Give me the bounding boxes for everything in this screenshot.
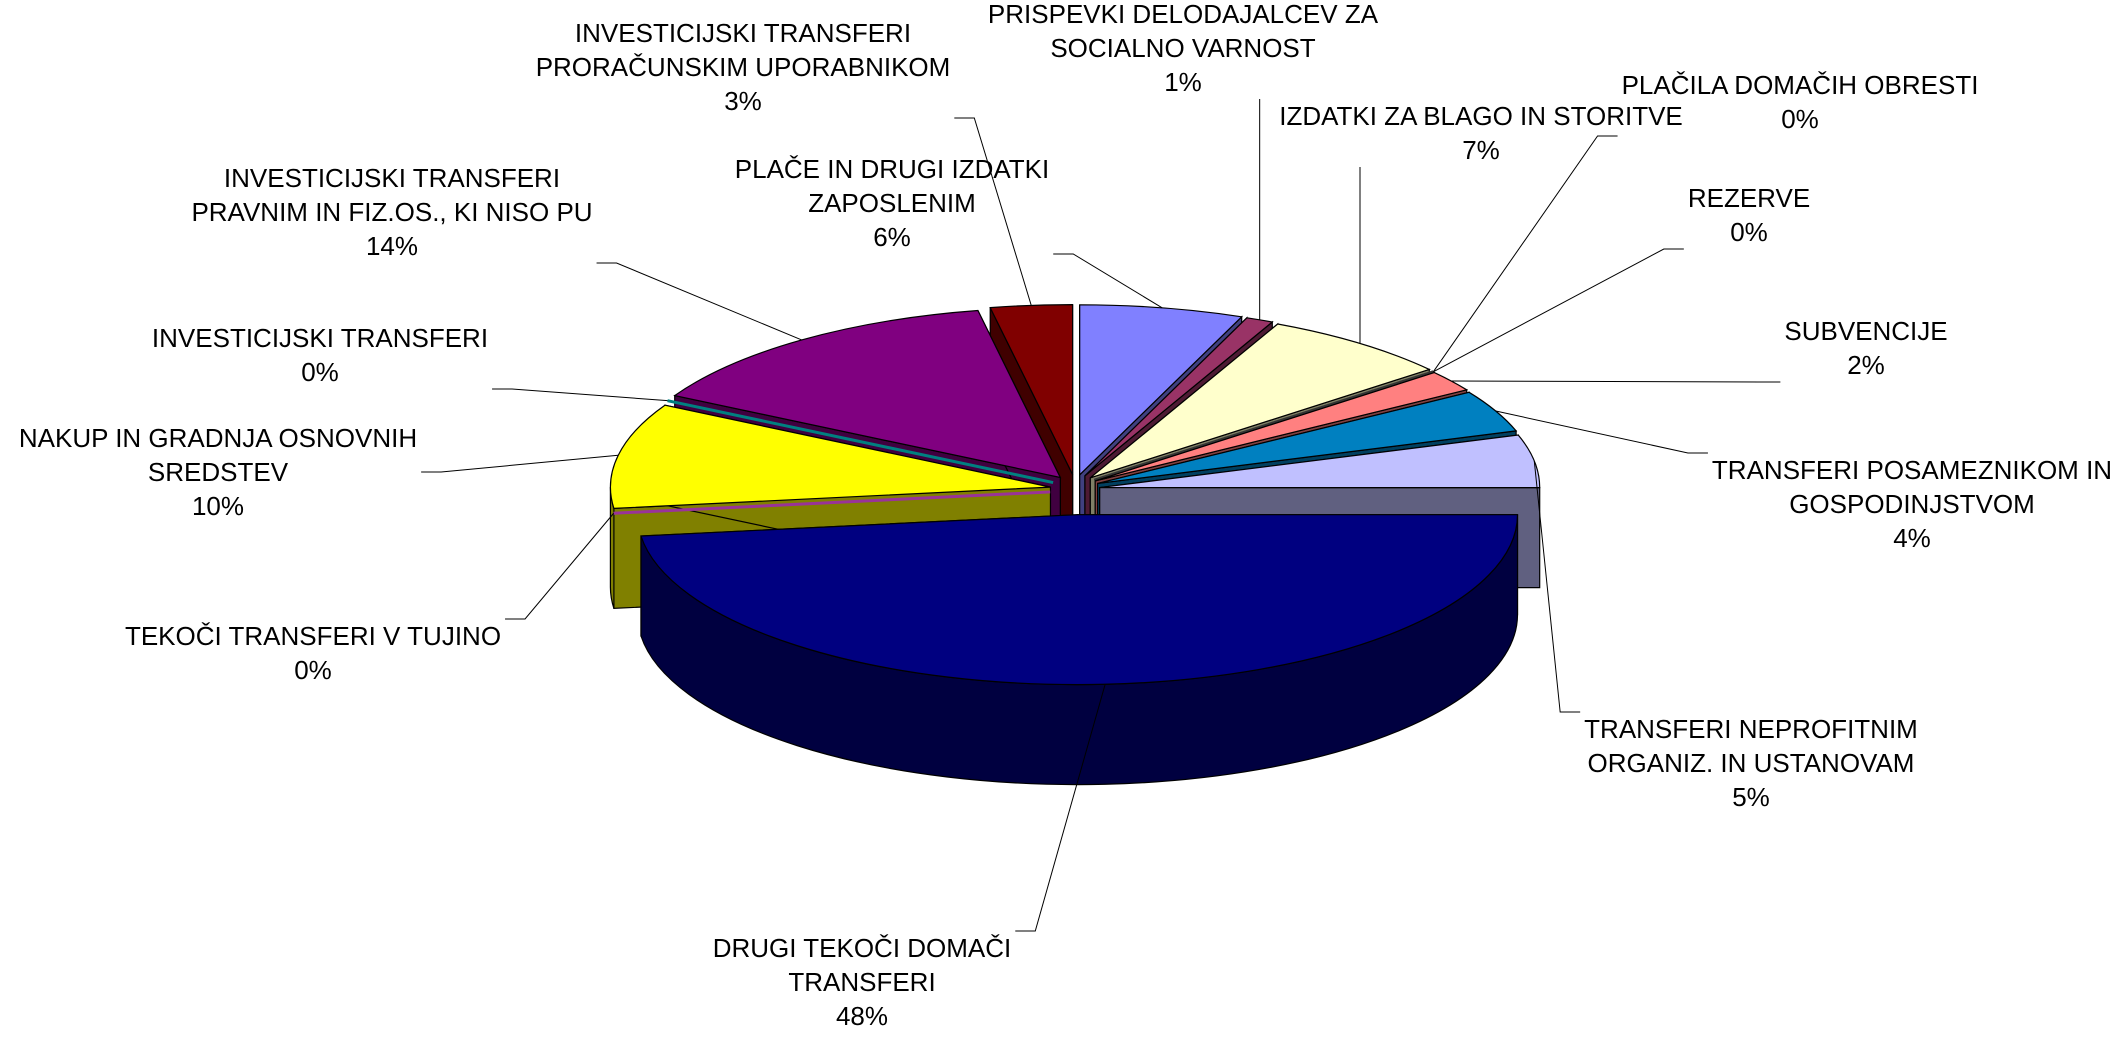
category-label: PRISPEVKI DELODAJALCEV ZA <box>988 0 1379 29</box>
value-label: 2% <box>1847 350 1885 380</box>
value-label: 48% <box>836 1001 888 1031</box>
value-label: 6% <box>873 222 911 252</box>
value-label: 0% <box>301 357 339 387</box>
slice <box>609 404 1051 510</box>
slice <box>1079 304 1243 477</box>
category-label: IZDATKI ZA BLAGO IN STORITVE <box>1279 101 1683 131</box>
slice <box>1089 323 1431 479</box>
slice-label: PLAČE IN DRUGI IZDATKI ZAPOSLENIM 6% <box>735 154 1049 252</box>
slice-sliver <box>667 399 1054 485</box>
category-label: SUBVENCIJE <box>1784 316 1947 346</box>
slice <box>1097 391 1518 485</box>
leader-line <box>596 262 802 341</box>
value-label: 0% <box>1730 217 1768 247</box>
slice <box>640 514 1519 686</box>
slice-label: TEKOČI TRANSFERI V TUJINO 0% <box>125 621 501 685</box>
slice-label: TRANSFERI NEPROFITNIM ORGANIZ. IN USTANOV… <box>1584 714 1918 812</box>
leader-line <box>1433 248 1684 373</box>
category-label: GOSPODINJSTVOM <box>1789 489 2035 519</box>
slice-label: NAKUP IN GRADNJA OSNOVNIH SREDSTEV 10% <box>19 423 417 521</box>
category-label: INVESTICIJSKI TRANSFERI <box>152 323 488 353</box>
category-label: PRAVNIM IN FIZ.OS., KI NISO PU <box>191 197 592 227</box>
slice <box>989 303 1074 475</box>
slice-label: INVESTICIJSKI TRANSFERI PRORAČUNSKIM UPOR… <box>536 18 951 116</box>
slice-label: REZERVE 0% <box>1688 183 1810 247</box>
slice-sliver <box>613 490 1051 515</box>
value-label: 10% <box>192 491 244 521</box>
leader-line <box>1451 380 1781 383</box>
leader-line <box>1015 684 1106 932</box>
slice-label: SUBVENCIJE 2% <box>1784 316 1947 380</box>
value-label: 14% <box>366 231 418 261</box>
category-label: PLAČE IN DRUGI IZDATKI <box>735 154 1049 184</box>
leader-line <box>1533 460 1581 713</box>
leader-line <box>1432 135 1618 373</box>
value-label: 5% <box>1732 782 1770 812</box>
value-label: 0% <box>294 655 332 685</box>
category-label: PRORAČUNSKIM UPORABNIKOM <box>536 52 951 82</box>
slice-label: TRANSFERI POSAMEZNIKOM IN GOSPODINJSTVOM 4… <box>1712 455 2112 553</box>
value-label: 1% <box>1164 67 1202 97</box>
category-label: ORGANIZ. IN USTANOVAM <box>1588 748 1915 778</box>
category-label: REZERVE <box>1688 183 1810 213</box>
leader-line <box>421 454 619 473</box>
leader-line <box>505 512 615 620</box>
slice <box>1084 317 1274 477</box>
slice <box>673 309 1062 479</box>
category-label: SOCIALNO VARNOST <box>1050 33 1315 63</box>
category-label: NAKUP IN GRADNJA OSNOVNIH <box>19 423 417 453</box>
slice-label: PLAČILA DOMAČIH OBRESTI 0% <box>1622 70 1979 134</box>
slice-label: INVESTICIJSKI TRANSFERI 0% <box>152 323 488 387</box>
category-label: TRANSFERI NEPROFITNIM <box>1584 714 1918 744</box>
slice-label: PRISPEVKI DELODAJALCEV ZA SOCIALNO VARNOS… <box>988 0 1379 97</box>
leader-line <box>1495 410 1708 454</box>
category-label: DRUGI TEKOČI DOMAČI <box>713 933 1012 963</box>
leader-line <box>492 388 668 402</box>
value-label: 4% <box>1893 523 1931 553</box>
slice-label: INVESTICIJSKI TRANSFERI PRAVNIM IN FIZ.OS… <box>191 163 592 261</box>
category-label: PLAČILA DOMAČIH OBRESTI <box>1622 70 1979 100</box>
category-label: SREDSTEV <box>148 457 289 487</box>
category-label: INVESTICIJSKI TRANSFERI <box>224 163 560 193</box>
slice <box>1099 434 1541 489</box>
category-label: INVESTICIJSKI TRANSFERI <box>575 18 911 48</box>
category-label: ZAPOSLENIM <box>808 188 976 218</box>
leader-line <box>954 117 1032 306</box>
value-label: 3% <box>724 86 762 116</box>
slice-label: IZDATKI ZA BLAGO IN STORITVE 7% <box>1279 101 1683 165</box>
category-label: TRANSFERI POSAMEZNIKOM IN <box>1712 455 2112 485</box>
value-label: 0% <box>1781 104 1819 134</box>
category-label: TEKOČI TRANSFERI V TUJINO <box>125 621 501 651</box>
slice-label: DRUGI TEKOČI DOMAČI TRANSFERI 48% <box>713 933 1012 1031</box>
leader-line <box>1053 253 1163 309</box>
category-label: TRANSFERI <box>788 967 935 997</box>
value-label: 7% <box>1462 135 1500 165</box>
slice-sliver <box>1093 370 1434 482</box>
